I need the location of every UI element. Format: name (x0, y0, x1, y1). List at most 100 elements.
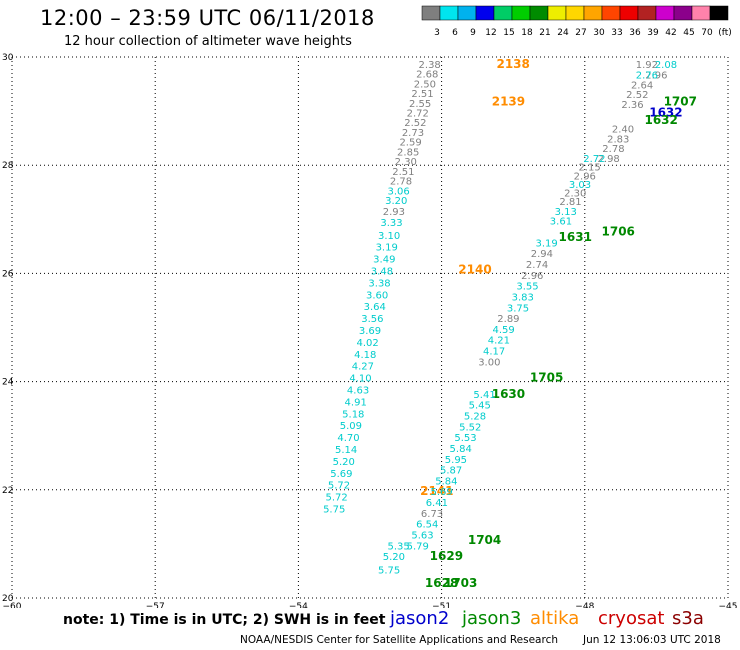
pass-time-label: 2141 (420, 484, 453, 498)
wave-height-label: 2.64 (631, 80, 653, 91)
wave-height-label: 5.63 (411, 530, 433, 541)
legend-s3a: s3a (672, 608, 704, 629)
pass-time-label: 1703 (444, 576, 477, 590)
colorbar-label: 42 (665, 28, 676, 38)
legend-cryosat: cryosat (598, 608, 665, 629)
wave-height-label: 2.36 (621, 100, 643, 111)
legend-altika: altika (530, 608, 580, 629)
wave-height-label: 2.85 (397, 147, 419, 158)
wave-height-label: 3.64 (364, 302, 386, 313)
wave-height-label: 2.40 (612, 125, 634, 136)
wave-height-label: 3.56 (361, 314, 383, 325)
colorbar-label: (ft) (718, 28, 732, 38)
wave-height-label: 5.95 (445, 455, 467, 466)
wave-height-label: 5.09 (340, 421, 362, 432)
wave-height-label: 5.53 (454, 433, 476, 444)
wave-height-label: 2.08 (655, 60, 677, 71)
wave-height-label: 5.41 (473, 390, 495, 401)
colorbar-label: 18 (521, 28, 533, 38)
colorbar-label: 3 (434, 28, 440, 38)
wave-height-label: 2.51 (392, 167, 414, 178)
pass-time-label: 2140 (458, 262, 491, 276)
wave-height-label: 6.41 (426, 498, 448, 509)
wave-height-label: 3.38 (368, 278, 390, 289)
wave-height-label: 3.83 (512, 292, 534, 303)
wave-height-label: 3.48 (371, 266, 393, 277)
colorbar-label: 45 (683, 28, 694, 38)
colorbar-label: 33 (611, 28, 622, 38)
wave-height-label: 4.21 (488, 336, 510, 347)
y-tick-label: 28 (2, 161, 14, 171)
x-tick-label: −57 (146, 602, 165, 608)
wave-height-label: 3.10 (378, 231, 400, 242)
pass-time-label: 1632 (649, 106, 682, 120)
colorbar-label: 70 (701, 28, 713, 38)
wave-height-label: 5.72 (328, 481, 350, 492)
colorbar-label: 6 (452, 28, 458, 38)
wave-height-label: 2.59 (399, 138, 421, 149)
footer-note: note: 1) Time is in UTC; 2) SWH is in fe… (63, 612, 386, 628)
wave-height-label: 5.45 (469, 401, 491, 412)
pass-time-label: 1628 (425, 576, 458, 590)
colorbar-label: 9 (470, 28, 476, 38)
pass-time-label: 1632 (644, 113, 677, 127)
pass-time-label: 1630 (492, 387, 525, 401)
credit-line: NOAA/NESDIS Center for Satellite Applica… (240, 634, 558, 646)
wave-height-label: 3.03 (569, 180, 591, 191)
wave-height-label: 3.33 (380, 218, 402, 229)
wave-height-label: 4.70 (337, 433, 359, 444)
wave-height-label: 3.60 (366, 290, 388, 301)
wave-height-label: 2.55 (409, 99, 431, 110)
wave-height-label: 3.20 (385, 196, 407, 207)
wave-height-label: 5.52 (459, 422, 481, 433)
wave-height-label: 3.55 (516, 282, 538, 293)
y-tick-label: 26 (2, 269, 14, 279)
pass-time-label: 1706 (602, 225, 635, 239)
wave-height-label: 3.13 (555, 207, 577, 218)
wave-height-label: 5.20 (333, 457, 355, 468)
wave-height-label: 2.96 (645, 71, 667, 82)
wave-height-label: 3.19 (535, 238, 557, 249)
colorbar-label: 39 (647, 28, 659, 38)
wave-height-label: 5.79 (407, 541, 429, 552)
pass-time-label: 2139 (492, 95, 525, 109)
x-tick-label: −48 (575, 602, 594, 608)
wave-height-label: 4.91 (345, 397, 367, 408)
wave-height-label: 4.59 (493, 325, 515, 336)
wave-height-label: 3.49 (373, 255, 395, 266)
wave-height-label: 4.63 (347, 386, 369, 397)
wave-height-label: 2.30 (395, 157, 417, 168)
wave-height-label: 3.19 (376, 243, 398, 254)
wave-height-label: 5.87 (440, 466, 462, 477)
wave-height-map: −60 −57 −54 −51 −48 −452022242628302.382.682.… (2, 53, 738, 608)
wave-height-label: 3.69 (359, 326, 381, 337)
pass-time-label: 1705 (530, 371, 563, 385)
legend-jason3: jason3 (462, 608, 522, 629)
wave-height-label: 2.96 (521, 271, 543, 282)
x-tick-label: −45 (719, 602, 738, 608)
wave-height-label: 5.35 (388, 541, 410, 552)
wave-height-label: 5.14 (335, 445, 357, 456)
pass-time-label: 1631 (559, 230, 592, 244)
wave-height-label: 2.83 (607, 134, 629, 145)
wave-height-label: 4.27 (352, 362, 374, 373)
wave-height-label: 5.72 (325, 493, 347, 504)
wave-height-label: 5.84 (450, 444, 472, 455)
chart-subtitle: 12 hour collection of altimeter wave hei… (64, 34, 352, 49)
wave-height-label: 5.28 (464, 411, 486, 422)
wave-height-label: 5.20 (383, 552, 405, 563)
wave-height-label: 2.81 (559, 197, 581, 208)
wave-height-label: 2.15 (578, 163, 600, 174)
y-tick-label: 22 (2, 486, 13, 496)
wave-height-label: 5.75 (323, 505, 345, 516)
wave-height-label: 2.30 (564, 189, 586, 200)
wave-height-label: 2.73 (402, 128, 424, 139)
y-tick-label: 20 (2, 594, 14, 604)
colorbar-label: 12 (485, 28, 496, 38)
wave-height-label: 6.73 (421, 509, 443, 520)
colorbar-swatch (709, 5, 729, 21)
x-tick-label: −51 (432, 602, 451, 608)
colorbar-label: 21 (539, 28, 550, 38)
wave-height-label: 6.54 (416, 520, 438, 531)
wave-height-label: 2.89 (497, 314, 519, 325)
